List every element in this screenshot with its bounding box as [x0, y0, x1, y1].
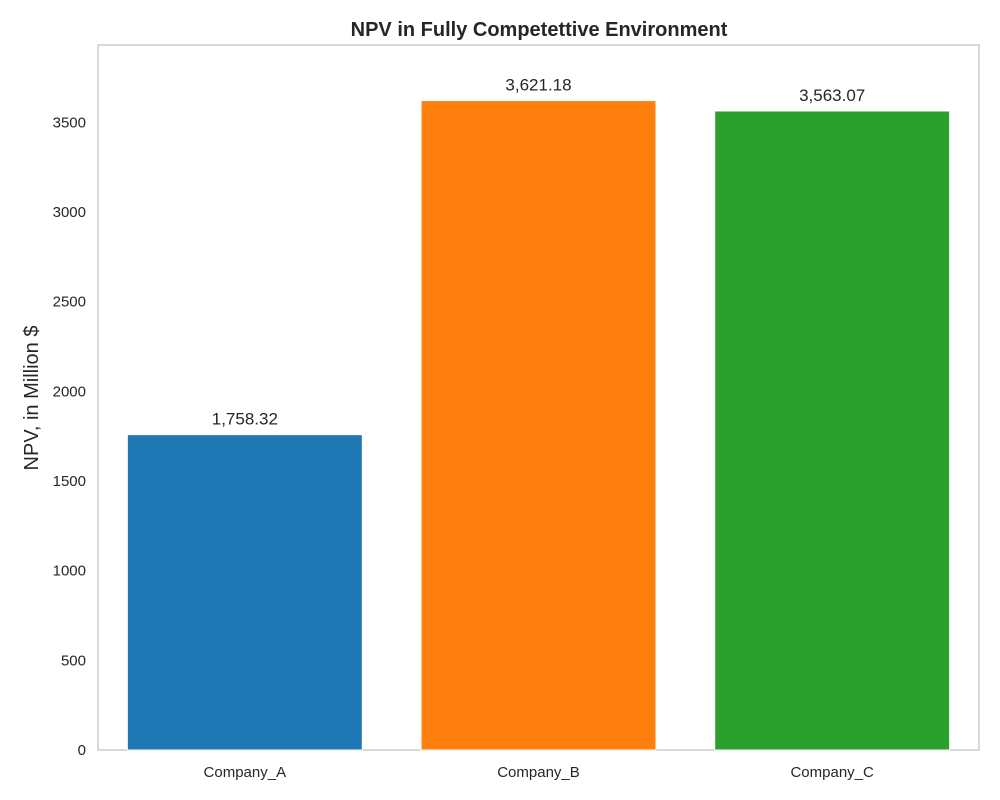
data-labels: 1,758.32 3,621.18 3,563.07	[212, 76, 866, 429]
data-label: 1,758.32	[212, 410, 278, 429]
data-label: 3,621.18	[505, 76, 571, 95]
y-tick-label: 3500	[53, 114, 86, 131]
bar-series	[126, 100, 951, 751]
y-tick-label: 1000	[53, 563, 86, 580]
y-tick-label: 0	[78, 742, 86, 759]
y-tick-label: 500	[61, 652, 86, 669]
data-label: 3,563.07	[799, 86, 865, 105]
x-axis: Company_A Company_B Company_C	[204, 764, 874, 781]
y-tick-label: 3000	[53, 204, 86, 221]
y-axis: 0 500 1000 1500 2000 2500 3000 3500	[53, 114, 86, 759]
x-tick-label: Company_C	[790, 764, 874, 781]
x-tick-label: Company_A	[204, 764, 287, 781]
bar-company-a	[126, 434, 363, 751]
y-tick-label: 1500	[53, 473, 86, 490]
x-tick-label: Company_B	[497, 764, 580, 781]
bar-company-c	[714, 110, 951, 751]
bar-company-b	[420, 100, 657, 751]
chart-title: NPV in Fully Competettive Environment	[351, 19, 728, 41]
y-tick-label: 2500	[53, 294, 86, 311]
y-tick-label: 2000	[53, 383, 86, 400]
y-axis-label: NPV, in Million $	[21, 326, 43, 471]
